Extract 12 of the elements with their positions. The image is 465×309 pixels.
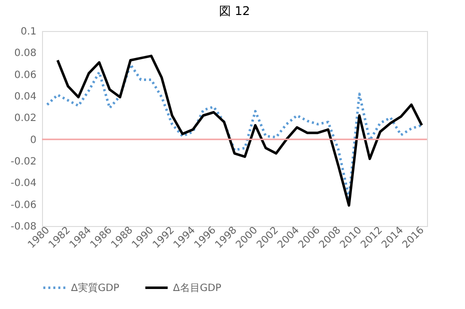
y-tick-label: -0.02 — [10, 156, 36, 168]
y-tick-label: 0.02 — [14, 113, 36, 124]
chart-title: 図 12 — [218, 4, 250, 18]
legend-label: Δ実質GDP — [71, 282, 120, 294]
y-tick-label: 0.1 — [20, 26, 36, 38]
y-tick-label: 0.04 — [14, 92, 36, 102]
y-tick-label: 0.08 — [14, 48, 36, 60]
y-tick-label: 0 — [30, 134, 36, 146]
legend-label: Δ名目GDP — [173, 282, 222, 294]
y-tick-label: 0.06 — [14, 70, 36, 81]
y-tick-label: -0.06 — [10, 200, 36, 211]
y-tick-label: -0.04 — [10, 178, 36, 190]
